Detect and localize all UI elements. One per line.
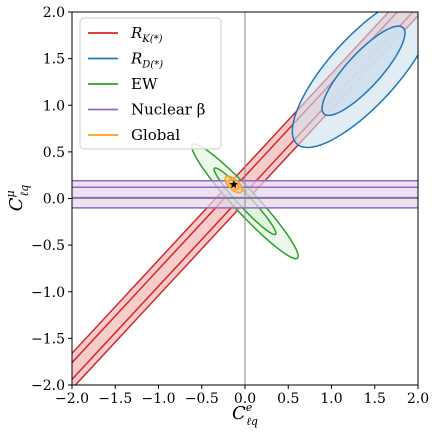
legend-label: Nuclear β xyxy=(131,101,205,119)
y-tick-label: 1.5 xyxy=(43,52,65,68)
legend-item-ew: EW xyxy=(88,75,158,93)
y-tick-label: −2.0 xyxy=(31,378,65,394)
legend-item-r: RD(*) xyxy=(88,50,163,71)
tick-layer: −2.0 −1.5 −1.0 −0.5 0.0 0.5 1.0 1.5 2.0−2.0−1.5−… xyxy=(31,5,429,407)
legend-item-r: RK(*) xyxy=(88,24,163,45)
legend-item-global: Global xyxy=(88,126,180,144)
region-r-inner xyxy=(321,25,406,117)
x-tick-label: −1.5 xyxy=(98,391,132,407)
y-tick-label: 0.5 xyxy=(43,145,65,161)
x-tick-label: −1.0 xyxy=(142,391,176,407)
legend: RK(*) RD(*) EW Nuclear β Global xyxy=(79,17,222,150)
x-tick-label: 0.0 xyxy=(234,391,256,407)
y-tick-label: −1.5 xyxy=(31,331,65,347)
x-tick-label: 0.5 xyxy=(277,391,299,407)
legend-box xyxy=(79,17,222,150)
y-tick-label: −1.0 xyxy=(31,285,65,301)
x-tick-label: 2.0 xyxy=(407,391,429,407)
legend-label: Global xyxy=(131,126,180,144)
best-fit-star-marker xyxy=(229,180,239,189)
legend-item-nuclear: Nuclear β xyxy=(88,101,205,119)
y-tick-label: −0.5 xyxy=(31,238,65,254)
y-tick-label: 1.0 xyxy=(43,98,65,114)
legend-label: EW xyxy=(131,75,158,93)
y-tick-label: 2.0 xyxy=(43,5,65,21)
reference-lines xyxy=(72,12,418,385)
legend-label: RK(*) xyxy=(130,24,163,45)
x-tick-label: 1.0 xyxy=(320,391,342,407)
y-axis-label: Cμℓq xyxy=(4,185,31,212)
y-tick-label: 0.0 xyxy=(43,192,65,208)
marker-layer xyxy=(229,180,239,189)
x-tick-label: −0.5 xyxy=(185,391,219,407)
region-r xyxy=(291,12,418,149)
x-axis-label: Ce ℓq xyxy=(232,401,258,428)
legend-label: RD(*) xyxy=(130,50,163,71)
x-tick-label: −2.0 xyxy=(55,391,89,407)
x-tick-label: 1.5 xyxy=(364,391,386,407)
